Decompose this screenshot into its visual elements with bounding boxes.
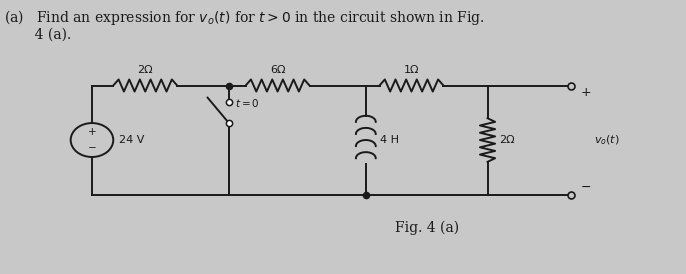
Text: 2Ω: 2Ω bbox=[137, 65, 153, 75]
Text: $t = 0$: $t = 0$ bbox=[235, 97, 259, 109]
Text: 6Ω: 6Ω bbox=[270, 65, 285, 75]
Text: $v_o(t)$: $v_o(t)$ bbox=[594, 133, 620, 147]
Text: 24 V: 24 V bbox=[119, 135, 145, 145]
Text: 1Ω: 1Ω bbox=[404, 65, 419, 75]
Text: −: − bbox=[88, 143, 96, 153]
Text: +: + bbox=[580, 86, 591, 99]
Text: +: + bbox=[88, 127, 96, 137]
Text: (a)   Find an expression for $v_o(t)$ for $t > 0$ in the circuit shown in Fig.: (a) Find an expression for $v_o(t)$ for … bbox=[5, 8, 485, 27]
Text: −: − bbox=[580, 181, 591, 194]
Text: Fig. 4 (a): Fig. 4 (a) bbox=[394, 221, 459, 235]
Text: 4 H: 4 H bbox=[379, 135, 399, 145]
Text: 2Ω: 2Ω bbox=[499, 135, 514, 145]
Text: 4 (a).: 4 (a). bbox=[5, 28, 72, 42]
